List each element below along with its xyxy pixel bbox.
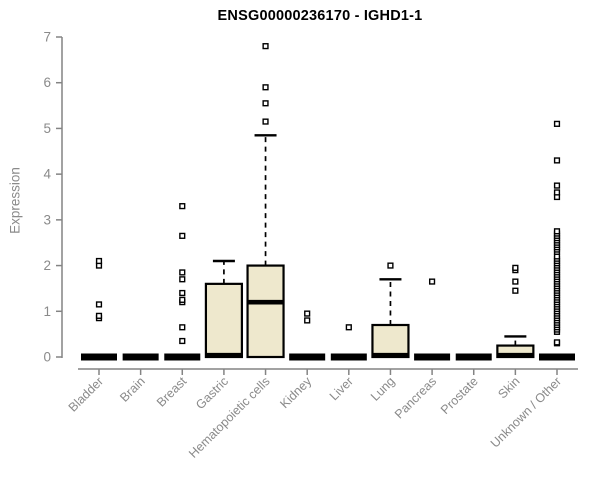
y-tick-label: 7	[43, 30, 51, 45]
x-tick-label: Lung	[368, 374, 398, 404]
x-tick-label: Breast	[154, 374, 190, 410]
outlier-point	[262, 118, 269, 125]
chart-title: ENSG00000236170 - IGHD1-1	[217, 8, 423, 24]
outlier-point	[262, 100, 269, 107]
y-tick-label: 2	[43, 258, 51, 273]
outlier-point	[512, 287, 519, 294]
flat-box	[164, 353, 201, 361]
outlier-point	[553, 157, 561, 164]
x-tick-label: Unknown / Other	[488, 374, 564, 450]
outlier-point	[512, 264, 519, 271]
outlier-point	[179, 289, 186, 297]
x-tick-label: Prostate	[438, 374, 481, 417]
y-tick-label: 3	[43, 212, 51, 227]
x-tick-label: Bladder	[66, 374, 106, 414]
outlier-point	[553, 189, 561, 196]
outlier-point	[553, 339, 561, 346]
outlier-point	[553, 120, 561, 127]
outlier-point	[387, 262, 394, 269]
flat-box	[539, 353, 575, 361]
box	[246, 264, 285, 359]
outlier-point	[179, 269, 186, 276]
box	[371, 323, 410, 359]
x-tick-label: Skin	[495, 374, 522, 401]
outlier-point	[553, 228, 561, 235]
outlier-point	[553, 182, 561, 189]
outlier-point	[95, 257, 103, 265]
x-tick-label: Hematopoietic cells	[186, 374, 273, 461]
outlier-point	[179, 276, 186, 283]
outlier-point	[179, 324, 186, 331]
outlier-point	[262, 84, 269, 91]
x-tick-label: Brain	[117, 374, 148, 405]
flat-box	[414, 353, 451, 361]
flat-box	[122, 353, 159, 361]
box	[204, 282, 244, 359]
y-tick-label: 5	[43, 121, 51, 136]
x-tick-label: Pancreas	[392, 374, 439, 421]
flat-box	[330, 353, 367, 361]
outlier-point	[512, 278, 519, 285]
y-tick-label: 6	[43, 75, 51, 90]
x-tick-label: Gastric	[193, 374, 231, 412]
outlier-point	[179, 337, 186, 345]
outlier-point	[345, 324, 352, 331]
outlier-point	[179, 232, 186, 239]
y-tick-label: 1	[43, 304, 51, 319]
outlier-point	[428, 278, 436, 285]
y-tick-label: 4	[43, 167, 51, 182]
flat-box	[289, 353, 326, 361]
outlier-point	[179, 203, 186, 210]
x-tick-label: Kidney	[277, 374, 314, 411]
outlier-point	[179, 296, 186, 303]
outlier-point	[95, 301, 103, 308]
outlier-point	[304, 310, 311, 317]
outlier-point	[262, 43, 269, 50]
outlier-point	[304, 317, 311, 324]
y-tick-label: 0	[43, 350, 51, 365]
x-tick-label: Liver	[327, 374, 356, 403]
flat-box	[455, 353, 492, 361]
outlier-point	[95, 312, 103, 319]
flat-box	[81, 353, 117, 361]
